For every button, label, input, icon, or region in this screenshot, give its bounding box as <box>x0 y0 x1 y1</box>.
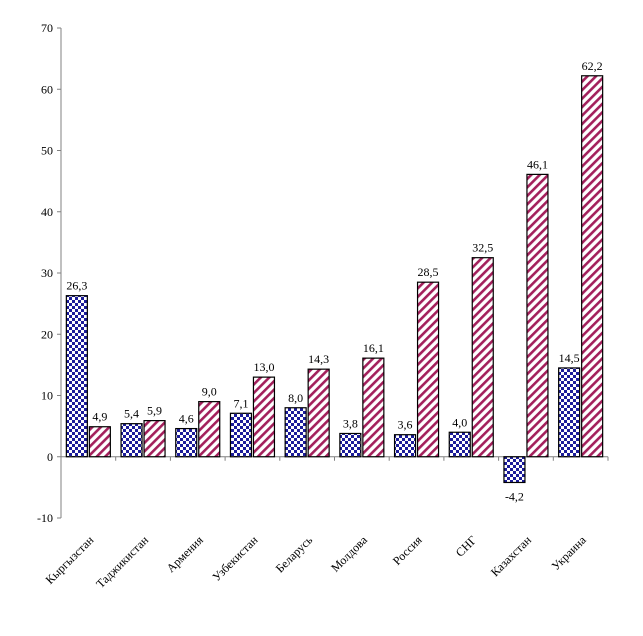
x-tick-label: Кыргызстан <box>43 533 97 587</box>
x-tick-label: СНГ <box>453 533 480 560</box>
bar-series1 <box>175 427 198 458</box>
bar-series1 <box>120 423 143 458</box>
data-label: 13,0 <box>253 360 274 374</box>
x-tick-label: Казахстан <box>488 533 535 580</box>
bar-series2 <box>88 426 111 458</box>
y-tick-label: 30 <box>41 266 53 280</box>
data-label: 14,5 <box>559 351 580 365</box>
bar-series2 <box>471 257 494 458</box>
data-label: 46,1 <box>527 157 548 171</box>
bar-series2 <box>143 420 166 458</box>
bar-series2 <box>416 281 440 458</box>
y-tick-label: 20 <box>41 327 53 341</box>
bar-series2 <box>526 173 549 458</box>
data-label: 32,5 <box>472 241 493 255</box>
x-tick-label: Узбекистан <box>210 533 261 584</box>
data-label: -4,2 <box>505 489 524 503</box>
y-tick-label: 60 <box>41 82 53 96</box>
y-tick-label: 10 <box>41 389 53 403</box>
y-tick-label: 0 <box>47 450 53 464</box>
x-tick-label: Армения <box>164 533 207 576</box>
data-label: 4,9 <box>92 410 107 424</box>
bar-series1 <box>229 412 253 458</box>
bar-series1 <box>503 456 526 484</box>
x-tick-label: Молдова <box>328 532 370 574</box>
data-label: 26,3 <box>66 279 87 293</box>
data-label: 9,0 <box>202 385 217 399</box>
bar-series1 <box>65 295 88 458</box>
y-tick-label: -10 <box>37 511 53 525</box>
data-label: 3,6 <box>398 418 413 432</box>
x-tick-label: Россия <box>390 533 425 568</box>
data-label: 62,2 <box>582 59 603 73</box>
bar-series1 <box>393 434 417 458</box>
data-label: 16,1 <box>363 341 384 355</box>
bar-series1 <box>448 431 471 458</box>
bar-series1 <box>339 432 362 458</box>
bar-series1 <box>558 367 581 458</box>
x-tick-label: Таджикистан <box>93 533 151 591</box>
data-label: 4,0 <box>452 415 467 429</box>
bar-series2 <box>252 376 276 458</box>
bar-series1 <box>284 407 307 458</box>
bar-series2 <box>362 357 385 458</box>
x-tick-label: Беларусь <box>273 533 316 576</box>
data-label: 8,0 <box>288 391 303 405</box>
y-tick-label: 40 <box>41 205 53 219</box>
bar-series2 <box>581 75 604 458</box>
data-label: 3,8 <box>343 416 358 430</box>
y-tick-label: 50 <box>41 144 53 158</box>
data-label: 28,5 <box>418 265 439 279</box>
x-tick-label: Украина <box>549 533 590 574</box>
data-label: 4,6 <box>179 412 194 426</box>
bar-series2 <box>307 368 330 458</box>
data-label: 14,3 <box>308 352 329 366</box>
data-label: 5,9 <box>147 404 162 418</box>
data-label: 5,4 <box>124 407 139 421</box>
y-tick-label: 70 <box>41 21 53 35</box>
bar-series2 <box>198 401 221 458</box>
data-label: 7,1 <box>233 396 248 410</box>
